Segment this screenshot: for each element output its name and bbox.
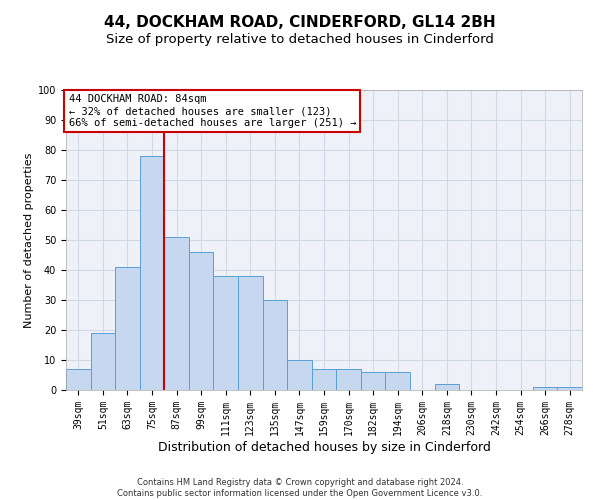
Bar	[336, 369, 361, 390]
Bar	[164, 237, 189, 390]
Text: Contains HM Land Registry data © Crown copyright and database right 2024.
Contai: Contains HM Land Registry data © Crown c…	[118, 478, 482, 498]
Bar	[115, 267, 140, 390]
Bar	[189, 252, 214, 390]
Bar	[385, 372, 410, 390]
Bar	[238, 276, 263, 390]
Bar	[263, 300, 287, 390]
Bar	[140, 156, 164, 390]
Text: Size of property relative to detached houses in Cinderford: Size of property relative to detached ho…	[106, 32, 494, 46]
Y-axis label: Number of detached properties: Number of detached properties	[24, 152, 34, 328]
Bar	[287, 360, 312, 390]
Bar	[533, 387, 557, 390]
Bar	[214, 276, 238, 390]
Bar	[91, 333, 115, 390]
X-axis label: Distribution of detached houses by size in Cinderford: Distribution of detached houses by size …	[158, 440, 490, 454]
Bar	[312, 369, 336, 390]
Text: 44 DOCKHAM ROAD: 84sqm
← 32% of detached houses are smaller (123)
66% of semi-de: 44 DOCKHAM ROAD: 84sqm ← 32% of detached…	[68, 94, 356, 128]
Text: 44, DOCKHAM ROAD, CINDERFORD, GL14 2BH: 44, DOCKHAM ROAD, CINDERFORD, GL14 2BH	[104, 15, 496, 30]
Bar	[557, 387, 582, 390]
Bar	[434, 384, 459, 390]
Bar	[66, 369, 91, 390]
Bar	[361, 372, 385, 390]
